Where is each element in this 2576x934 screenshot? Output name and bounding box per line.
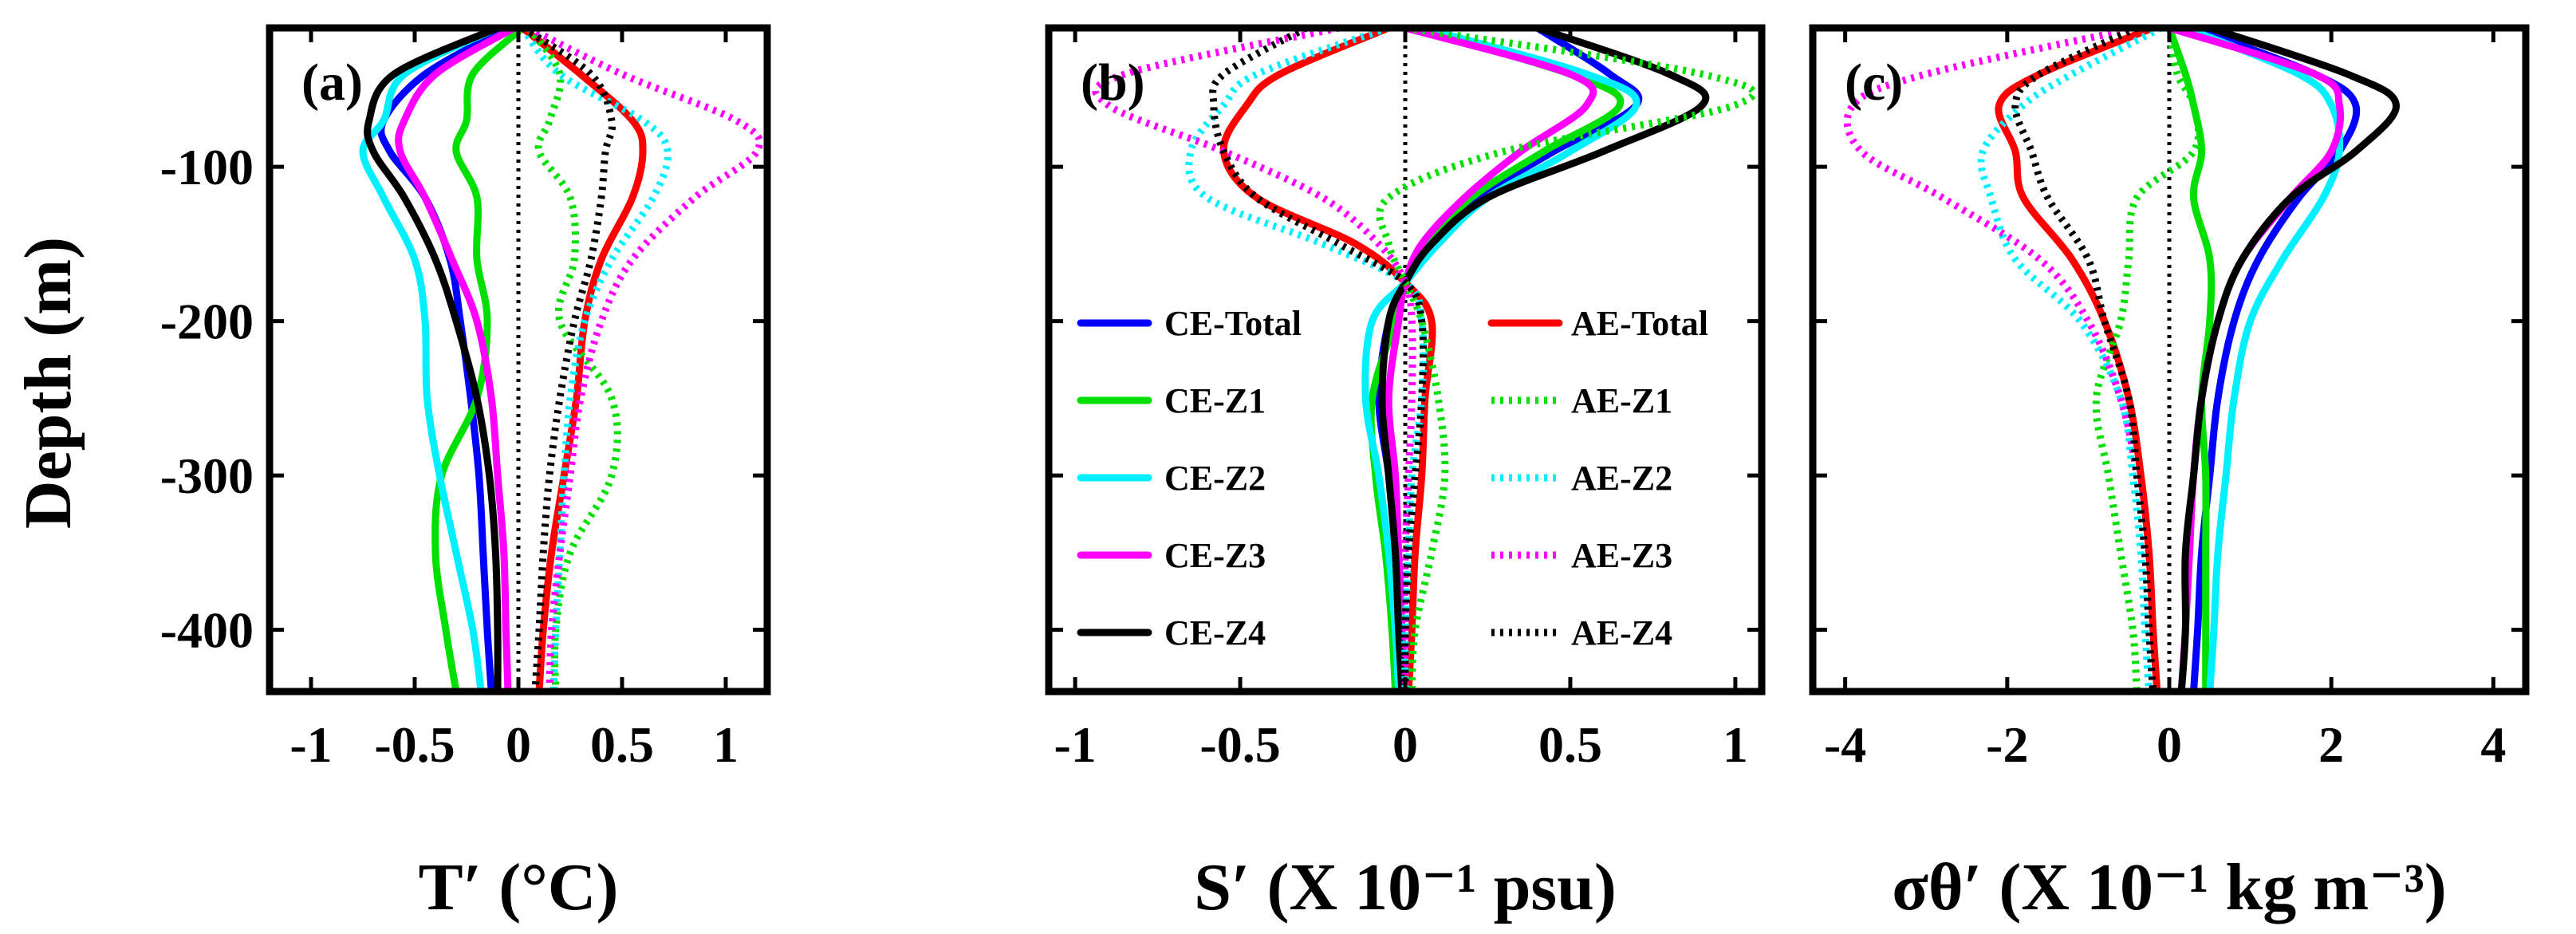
series-ae-total: [518, 28, 647, 692]
legend-label-ae-z3: AE-Z3: [1571, 536, 1672, 575]
y-tick-label: -100: [160, 139, 254, 195]
series-ae-z2: [1185, 28, 1428, 692]
legend-label-ae-z1: AE-Z1: [1571, 381, 1672, 420]
x-axis-title: σθ′ (X 10⁻¹ kg m⁻³): [1892, 850, 2447, 924]
y-tick-label: -200: [160, 294, 254, 350]
x-tick-label: 0.5: [590, 716, 654, 773]
series-ce-z4: [1378, 28, 1710, 692]
series-ae-z4: [520, 28, 616, 692]
panel-label: (b): [1081, 53, 1145, 112]
series-ae-z1: [1376, 28, 1758, 692]
legend-label-ce-z3: CE-Z3: [1164, 536, 1266, 575]
series-ce-z4: [2177, 28, 2400, 692]
curves: [1843, 28, 2400, 692]
series-ae-z1: [526, 28, 621, 692]
panel-c: -4 -2 0 2 4 (c) σθ′ (X 10⁻¹ kg m⁻³): [1809, 24, 2530, 924]
x-tick-label: 0: [2157, 716, 2182, 773]
x-tick-label: 1: [1723, 716, 1748, 773]
y-tick-label: -400: [160, 602, 254, 659]
series-ae-z4: [1209, 28, 1428, 692]
legend-label-ce-total: CE-Total: [1164, 304, 1302, 343]
x-axis-title: T′ (°C): [419, 850, 619, 924]
x-tick-label: 1: [713, 716, 739, 773]
y-axis-title: Depth (m): [11, 237, 85, 529]
x-tick-label: -4: [1824, 716, 1866, 773]
curves: [1092, 28, 1758, 692]
x-tick-label: -0.5: [374, 716, 455, 773]
series-ae-z4: [2011, 28, 2157, 692]
legend-label-ce-z1: CE-Z1: [1164, 381, 1266, 420]
series-ce-z2: [2181, 28, 2344, 692]
x-tick-label: 0: [1392, 716, 1418, 773]
x-tick-label: 4: [2480, 716, 2506, 773]
legend-label-ae-z2: AE-Z2: [1571, 459, 1672, 498]
x-tick-label: 0: [506, 716, 531, 773]
panel-label: (c): [1845, 53, 1903, 112]
curves: [359, 28, 764, 692]
series-ae-total: [1995, 28, 2161, 692]
panel-b: -1 -0.5 0 0.5 1 (b) S′ (X 10⁻¹ psu): [1045, 24, 1766, 924]
panel-a: -1 -0.5 0 0.5 1 -100 -200 -300 -400 (a) T′ (°C): [160, 24, 771, 924]
series-ce-z4: [364, 28, 502, 692]
y-tick-label: -300: [160, 447, 254, 504]
x-tick-label: -2: [1986, 716, 2028, 773]
legend-label-ae-total: AE-Total: [1571, 304, 1708, 343]
series-ce-z1: [431, 28, 526, 692]
series-ce-total: [2190, 28, 2361, 692]
series-ae-z3: [1092, 28, 1416, 692]
x-tick-label: 2: [2318, 716, 2344, 773]
legend-label-ce-z2: CE-Z2: [1164, 459, 1266, 498]
series-ce-z3: [395, 28, 518, 692]
legend-label-ae-z4: AE-Z4: [1571, 613, 1672, 652]
legend-label-ce-z4: CE-Z4: [1164, 613, 1266, 652]
x-axis-title: S′ (X 10⁻¹ psu): [1194, 850, 1617, 924]
series-ae-z2: [1977, 28, 2163, 692]
x-tick-label: -1: [290, 716, 332, 773]
series-ae-z1: [2092, 28, 2203, 692]
series-ce-total: [1375, 28, 1643, 692]
panel-label: (a): [301, 53, 363, 112]
x-tick-label: -0.5: [1199, 716, 1280, 773]
series-ce-z2: [359, 28, 502, 692]
series-ae-z3: [1843, 28, 2157, 692]
x-tick-label: 0.5: [1538, 716, 1602, 773]
series-ae-z2: [519, 28, 672, 692]
x-tick-label: -1: [1054, 716, 1096, 773]
